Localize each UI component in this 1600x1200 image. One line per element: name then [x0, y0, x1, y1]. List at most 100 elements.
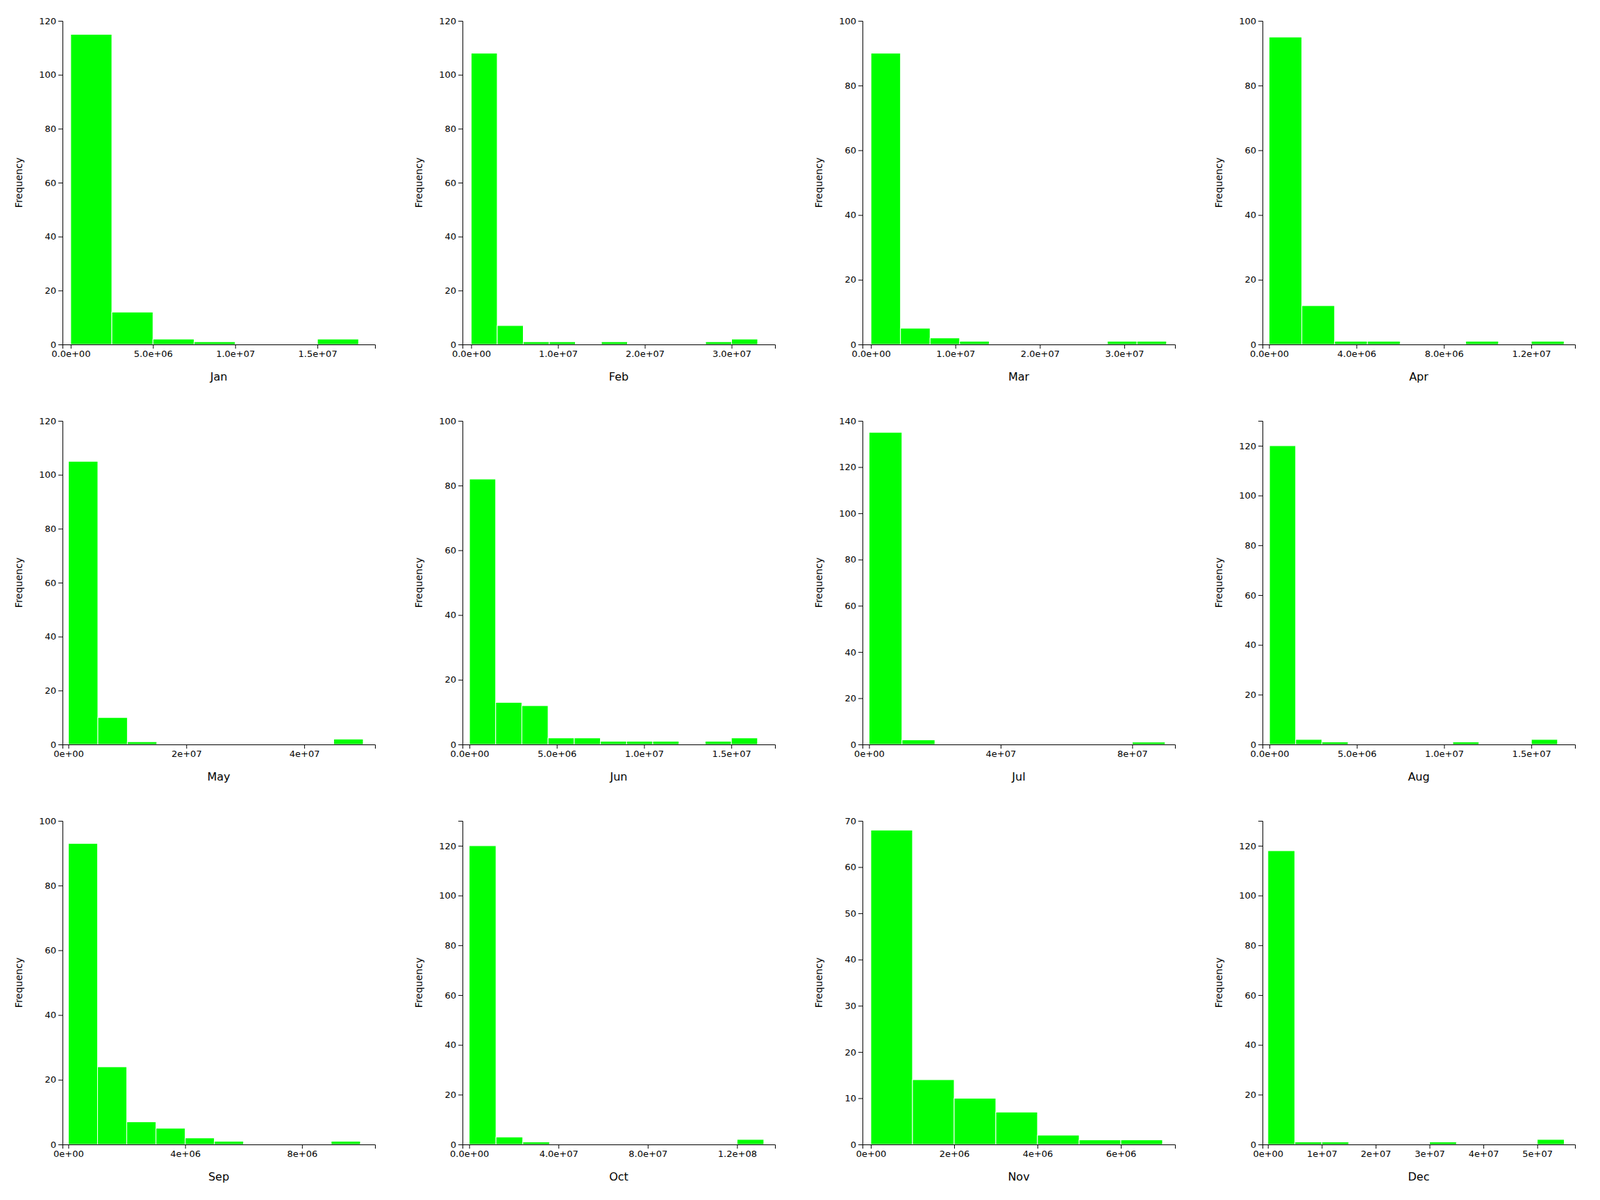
tick-label: 100 — [438, 890, 457, 901]
y-tick: 40 — [44, 1009, 63, 1021]
x-axis: 0.0e+005.0e+061.0e+071.5e+07 — [450, 744, 776, 760]
y-tick: 80 — [444, 123, 463, 135]
histogram-bar — [900, 328, 931, 345]
tick-mark — [1258, 545, 1263, 546]
tick-mark — [1537, 1144, 1539, 1149]
histogram-bar — [1321, 1141, 1349, 1145]
tick-label: 4e+06 — [170, 1148, 201, 1160]
histogram-bar — [1048, 344, 1079, 346]
tick-label: 100 — [438, 69, 457, 80]
tick-label: 0e+00 — [856, 1148, 887, 1160]
tick-label: 120 — [438, 15, 457, 27]
tick-mark — [1258, 645, 1263, 646]
histogram-bar — [214, 1140, 244, 1145]
tick-label: 30 — [844, 1000, 857, 1012]
y-tick: 60 — [1244, 145, 1263, 156]
tick-mark — [58, 344, 63, 346]
histogram-bar — [870, 53, 901, 345]
tick-mark — [1258, 85, 1263, 87]
histogram-bar — [1018, 344, 1049, 346]
tick-label: 1.2e+07 — [1512, 348, 1552, 360]
histogram-bar — [302, 1144, 332, 1146]
tick-label: 0 — [1250, 739, 1257, 750]
x-axis: 0.0e+001.0e+072.0e+073.0e+07 — [452, 344, 776, 360]
tick-mark — [1258, 279, 1263, 281]
x-tick: 0e+00 — [856, 1144, 887, 1160]
tick-mark — [1268, 344, 1270, 349]
histogram-bar — [331, 1140, 361, 1145]
x-axis: 0e+004e+078e+07 — [854, 744, 1175, 760]
y-tick: 0 — [1250, 339, 1263, 350]
bars — [469, 479, 758, 745]
tick-mark — [458, 236, 463, 238]
x-axis-title: Dec — [1408, 1170, 1430, 1184]
tick-label: 40 — [44, 231, 57, 242]
tick-mark — [858, 913, 863, 914]
x-tick: 4e+07 — [1468, 1144, 1500, 1160]
tick-mark — [1258, 215, 1263, 216]
y-tick: 40 — [844, 647, 863, 658]
tick-mark — [235, 344, 237, 349]
tick-mark — [858, 697, 863, 699]
tick-label: 2.0e+07 — [1020, 348, 1060, 360]
histogram-bar — [704, 740, 732, 745]
y-tick: 0 — [850, 1139, 863, 1150]
tick-label: 100 — [38, 815, 57, 827]
panel: 0.0e+005.0e+061.0e+071.5e+07020406080100… — [413, 415, 776, 784]
histogram-bar — [471, 53, 498, 345]
tick-mark — [858, 1052, 863, 1053]
x-axis: 0e+001e+072e+073e+074e+075e+07 — [1252, 1144, 1575, 1160]
tick-label: 0.0e+00 — [450, 1148, 489, 1160]
tick-label: 1.5e+07 — [712, 748, 752, 760]
tick-label: 40 — [1244, 209, 1257, 221]
tick-label: 4.0e+06 — [1337, 348, 1377, 360]
x-tick: 1.5e+07 — [712, 744, 752, 760]
tick-mark — [858, 605, 863, 607]
x-tick: 0.0e+00 — [452, 344, 491, 360]
tick-mark — [1258, 1144, 1263, 1146]
tick-mark — [152, 344, 154, 349]
x-tick: 2e+07 — [1361, 1144, 1392, 1160]
axis-line — [63, 1145, 376, 1150]
histogram-bar — [1456, 1144, 1484, 1146]
y-tick: 40 — [844, 954, 863, 965]
histogram-bar — [1531, 340, 1564, 345]
axis-line — [1263, 1145, 1576, 1150]
y-tick: 60 — [44, 945, 63, 956]
tick-label: 40 — [44, 631, 57, 642]
x-axis-title: Jul — [1011, 770, 1025, 784]
y-axis-title: Frequency — [1213, 157, 1225, 208]
axis-line — [1258, 821, 1264, 1146]
x-axis: 0.0e+004.0e+078.0e+071.2e+08 — [450, 1144, 775, 1160]
tick-label: 1.0e+07 — [936, 348, 975, 360]
tick-mark — [1258, 1094, 1263, 1096]
y-tick: 20 — [844, 693, 863, 704]
x-tick: 2e+07 — [171, 744, 203, 760]
tick-mark — [556, 744, 558, 749]
tick-label: 1.5e+07 — [1512, 748, 1552, 760]
tick-label: 0 — [850, 739, 857, 750]
panel: 0.0e+001.0e+072.0e+073.0e+07020406080100… — [813, 15, 1176, 384]
tick-label: 20 — [1244, 1089, 1257, 1100]
tick-label: 40 — [444, 609, 457, 621]
x-axis-title: Apr — [1409, 370, 1429, 384]
tick-label: 4e+06 — [1022, 1148, 1054, 1160]
tick-label: 20 — [444, 1089, 457, 1100]
x-tick: 0e+00 — [53, 1144, 85, 1160]
tick-mark — [858, 867, 863, 869]
y-tick: 80 — [1244, 80, 1263, 91]
histogram-bar — [495, 702, 523, 745]
histogram-bar — [954, 1097, 996, 1145]
tick-mark — [858, 1097, 863, 1099]
y-axis-title: Frequency — [813, 157, 825, 208]
y-tick: 100 — [1238, 490, 1263, 501]
x-tick: 8.0e+07 — [628, 1144, 668, 1160]
y-tick: 100 — [438, 890, 463, 901]
x-tick: 4.0e+06 — [1337, 344, 1377, 360]
axis-line — [63, 345, 376, 350]
tick-mark — [68, 1144, 69, 1149]
tick-label: 0 — [450, 339, 457, 350]
tick-label: 60 — [844, 861, 857, 873]
histogram-bar — [186, 744, 216, 746]
y-tick: 80 — [44, 523, 63, 535]
